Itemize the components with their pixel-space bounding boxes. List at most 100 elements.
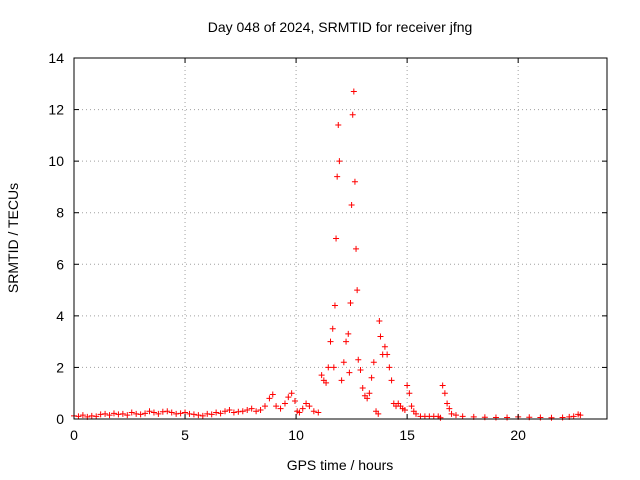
data-point [226, 406, 233, 413]
data-point [381, 343, 388, 350]
data-point [137, 411, 144, 418]
data-points [71, 88, 584, 421]
y-tick-label: 8 [56, 205, 64, 221]
data-point [155, 410, 162, 417]
data-point [388, 377, 395, 384]
data-point [208, 411, 215, 418]
data-point [186, 410, 193, 417]
data-point [277, 405, 284, 412]
data-point [261, 403, 268, 410]
data-point [577, 412, 584, 419]
data-point [281, 400, 288, 407]
data-point [348, 201, 355, 208]
data-point [239, 408, 246, 415]
data-point [359, 385, 366, 392]
y-tick-label: 6 [56, 256, 64, 272]
data-point [347, 299, 354, 306]
data-point [437, 414, 444, 421]
data-point [446, 405, 453, 412]
x-tick-label: 0 [70, 427, 78, 443]
data-point [404, 382, 411, 389]
y-tick-label: 0 [56, 411, 64, 427]
data-point [164, 408, 171, 415]
data-point [346, 369, 353, 376]
data-point [303, 400, 310, 407]
data-point [177, 410, 184, 417]
data-point [330, 364, 337, 371]
data-point [329, 325, 336, 332]
data-point [150, 409, 157, 416]
data-point [406, 390, 413, 397]
data-point [142, 410, 149, 417]
data-point [222, 408, 229, 415]
data-point [452, 412, 459, 419]
data-point [331, 302, 338, 309]
data-point [386, 364, 393, 371]
data-point [349, 111, 356, 118]
data-point [128, 409, 135, 416]
y-axis-label: SRMTID / TECUs [5, 183, 21, 293]
x-tick-label: 5 [181, 427, 189, 443]
data-point [93, 413, 100, 420]
chart-title: Day 048 of 2024, SRMTID for receiver jfn… [208, 19, 473, 35]
x-tick-label: 15 [399, 427, 415, 443]
data-point [375, 410, 382, 417]
data-point [168, 409, 175, 416]
data-point [327, 338, 334, 345]
data-point [75, 413, 82, 420]
data-point [195, 412, 202, 419]
data-point [97, 411, 104, 418]
data-point [444, 400, 451, 407]
y-tick-label: 10 [48, 153, 64, 169]
data-point [448, 410, 455, 417]
x-tick-label: 10 [288, 427, 304, 443]
data-point [333, 235, 340, 242]
data-point [248, 405, 255, 412]
data-point [377, 333, 384, 340]
data-point [310, 408, 317, 415]
data-point [288, 390, 295, 397]
x-axis-label: GPS time / hours [287, 457, 394, 473]
data-point [323, 379, 330, 386]
data-point [257, 406, 264, 413]
data-point [79, 412, 86, 419]
data-point [401, 406, 408, 413]
data-point [439, 382, 446, 389]
data-point [343, 338, 350, 345]
data-point [306, 403, 313, 410]
data-point [110, 410, 117, 417]
data-point [88, 412, 95, 419]
data-point [291, 397, 298, 404]
data-point [315, 409, 322, 416]
data-point [441, 390, 448, 397]
data-point [269, 391, 276, 398]
data-point [285, 394, 292, 401]
data-point [354, 287, 361, 294]
data-point [353, 245, 360, 252]
data-point [413, 410, 420, 417]
data-point [199, 412, 206, 419]
data-point [159, 408, 166, 415]
data-point [217, 410, 224, 417]
y-tick-label: 12 [48, 102, 64, 118]
data-point [325, 364, 332, 371]
data-point [376, 318, 383, 325]
data-point [204, 410, 211, 417]
y-tick-label: 2 [56, 359, 64, 375]
data-point [368, 374, 375, 381]
data-point [296, 409, 303, 416]
data-point [244, 406, 251, 413]
data-point [266, 395, 273, 402]
data-point [345, 330, 352, 337]
data-point [459, 413, 466, 420]
x-tick-label: 20 [510, 427, 526, 443]
data-point [124, 412, 131, 419]
axis-ticks: 0 5 10 15 20 0 2 4 6 8 10 12 14 [48, 50, 607, 443]
grid-lines [74, 58, 607, 419]
data-point [299, 405, 306, 412]
plot-frame [73, 57, 608, 420]
data-point [119, 410, 126, 417]
data-point [253, 408, 260, 415]
data-point [548, 414, 555, 421]
